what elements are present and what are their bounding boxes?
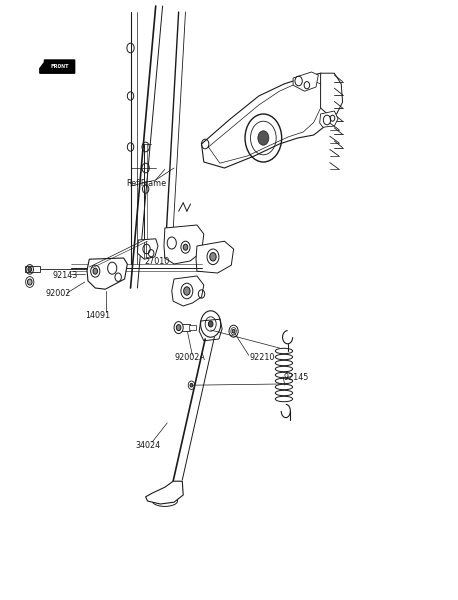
Polygon shape xyxy=(172,276,204,306)
Circle shape xyxy=(190,383,193,387)
Circle shape xyxy=(258,131,269,145)
Text: Ref.Frame: Ref.Frame xyxy=(126,179,166,187)
Polygon shape xyxy=(40,60,75,73)
Text: 27010: 27010 xyxy=(144,257,169,265)
Circle shape xyxy=(232,329,235,333)
Circle shape xyxy=(208,321,213,327)
Circle shape xyxy=(28,267,32,272)
Circle shape xyxy=(184,287,190,295)
Circle shape xyxy=(176,325,181,331)
Text: 92145: 92145 xyxy=(284,373,309,383)
Polygon shape xyxy=(87,258,127,289)
Text: 92002: 92002 xyxy=(46,289,71,298)
Circle shape xyxy=(210,253,216,261)
Circle shape xyxy=(183,244,188,250)
Polygon shape xyxy=(196,241,234,273)
Polygon shape xyxy=(293,72,318,91)
Polygon shape xyxy=(164,225,204,264)
Text: 14091: 14091 xyxy=(85,311,110,319)
Text: 92002A: 92002A xyxy=(174,352,205,361)
Text: 92210: 92210 xyxy=(250,352,275,361)
Circle shape xyxy=(93,268,98,274)
Polygon shape xyxy=(321,73,343,114)
Polygon shape xyxy=(320,111,338,127)
Bar xyxy=(189,325,196,330)
Bar xyxy=(25,266,40,272)
Circle shape xyxy=(27,279,32,285)
Polygon shape xyxy=(199,319,222,341)
Polygon shape xyxy=(137,239,158,259)
Polygon shape xyxy=(146,481,183,504)
Circle shape xyxy=(174,322,183,334)
Text: FRONT: FRONT xyxy=(50,64,69,69)
Bar xyxy=(180,324,190,331)
Text: 92143: 92143 xyxy=(53,271,78,280)
Text: 34024: 34024 xyxy=(135,440,160,450)
